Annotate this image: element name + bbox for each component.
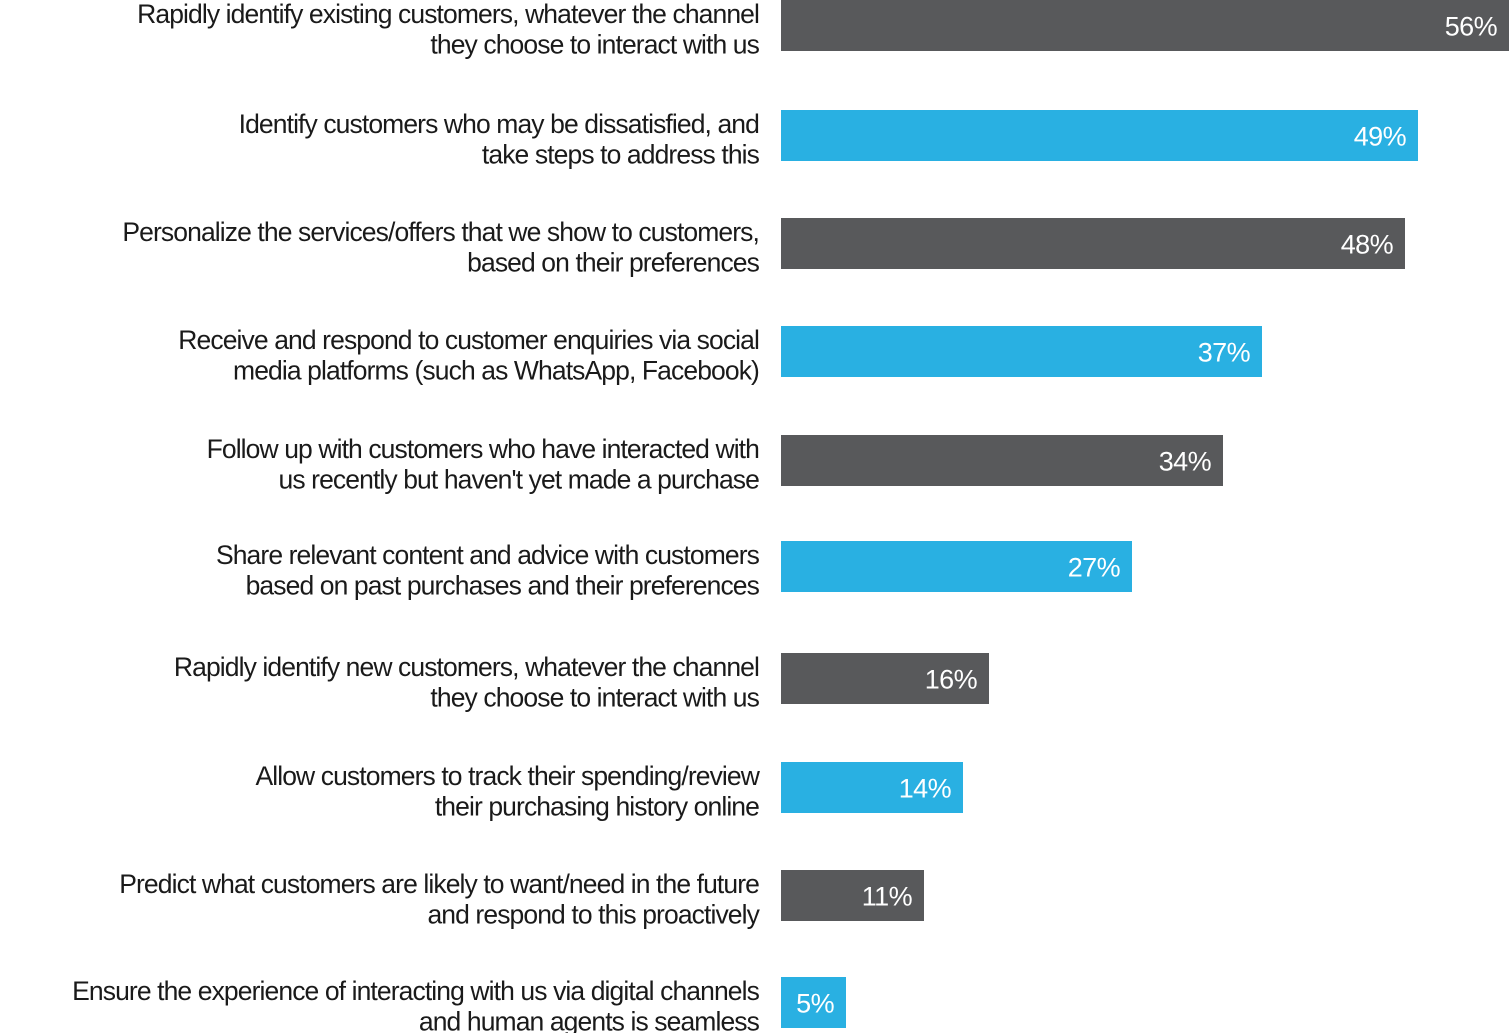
value-label: 56% (1445, 12, 1498, 42)
value-label: 37% (1198, 338, 1251, 368)
value-label: 16% (925, 665, 978, 695)
bar-row: 48% Personalize the services/offers that … (122, 217, 1405, 278)
bar (781, 218, 1405, 269)
bar-row: 16% Rapidly identify new customers, whate… (174, 652, 989, 713)
bar (781, 326, 1262, 377)
bar-row: 5% Ensure the experience of interacting w… (72, 976, 846, 1033)
category-label: Share relevant content and advice with c… (216, 540, 760, 570)
bar (781, 977, 846, 1028)
category-label: Receive and respond to customer enquirie… (178, 325, 759, 355)
category-label: Ensure the experience of interacting wit… (72, 976, 760, 1006)
value-label: 49% (1354, 122, 1407, 152)
bar-row: 27% Share relevant content and advice wit… (216, 540, 1132, 601)
bar-row: 37% Receive and respond to customer enqui… (178, 325, 1262, 386)
category-label: their purchasing history online (435, 792, 759, 822)
category-label: Rapidly identify existing customers, wha… (137, 0, 759, 29)
category-label: and respond to this proactively (427, 900, 760, 930)
category-label: media platforms (such as WhatsApp, Faceb… (233, 356, 759, 386)
category-label: take steps to address this (482, 140, 760, 170)
category-label: us recently but haven't yet made a purch… (279, 465, 760, 495)
category-label: they choose to interact with us (430, 683, 759, 713)
category-label: Allow customers to track their spending/… (255, 761, 760, 791)
value-label: 14% (899, 774, 952, 804)
category-label: Identify customers who may be dissatisfi… (239, 109, 760, 139)
bar-row: 56% Rapidly identify existing customers, … (137, 0, 1509, 60)
category-label: they choose to interact with us (430, 30, 759, 60)
category-label: Rapidly identify new customers, whatever… (174, 652, 759, 682)
value-label: 27% (1068, 553, 1121, 583)
value-label: 11% (862, 882, 913, 912)
category-label: Personalize the services/offers that we … (122, 217, 759, 247)
bar (781, 870, 924, 921)
bar-row: 49% Identify customers who may be dissati… (239, 109, 1418, 170)
bar-row: 34% Follow up with customers who have int… (207, 434, 1223, 495)
category-label: and human agents is seamless (419, 1007, 760, 1033)
category-label: Predict what customers are likely to wan… (119, 869, 759, 899)
category-label: based on their preferences (467, 248, 760, 278)
category-label: based on past purchases and their prefer… (246, 571, 760, 601)
bar (781, 0, 1509, 51)
category-label: Follow up with customers who have intera… (207, 434, 760, 464)
bar (781, 762, 963, 813)
bar (781, 110, 1418, 161)
value-label: 48% (1341, 230, 1394, 260)
value-label: 5% (796, 989, 834, 1019)
value-label: 34% (1159, 447, 1212, 477)
bar (781, 541, 1132, 592)
bars: 56% Rapidly identify existing customers, … (72, 0, 1509, 1033)
bar (781, 653, 989, 704)
bar-row: 14% Allow customers to track their spendi… (255, 761, 963, 822)
bar (781, 435, 1223, 486)
bar-row: 11% Predict what customers are likely to … (119, 869, 924, 930)
